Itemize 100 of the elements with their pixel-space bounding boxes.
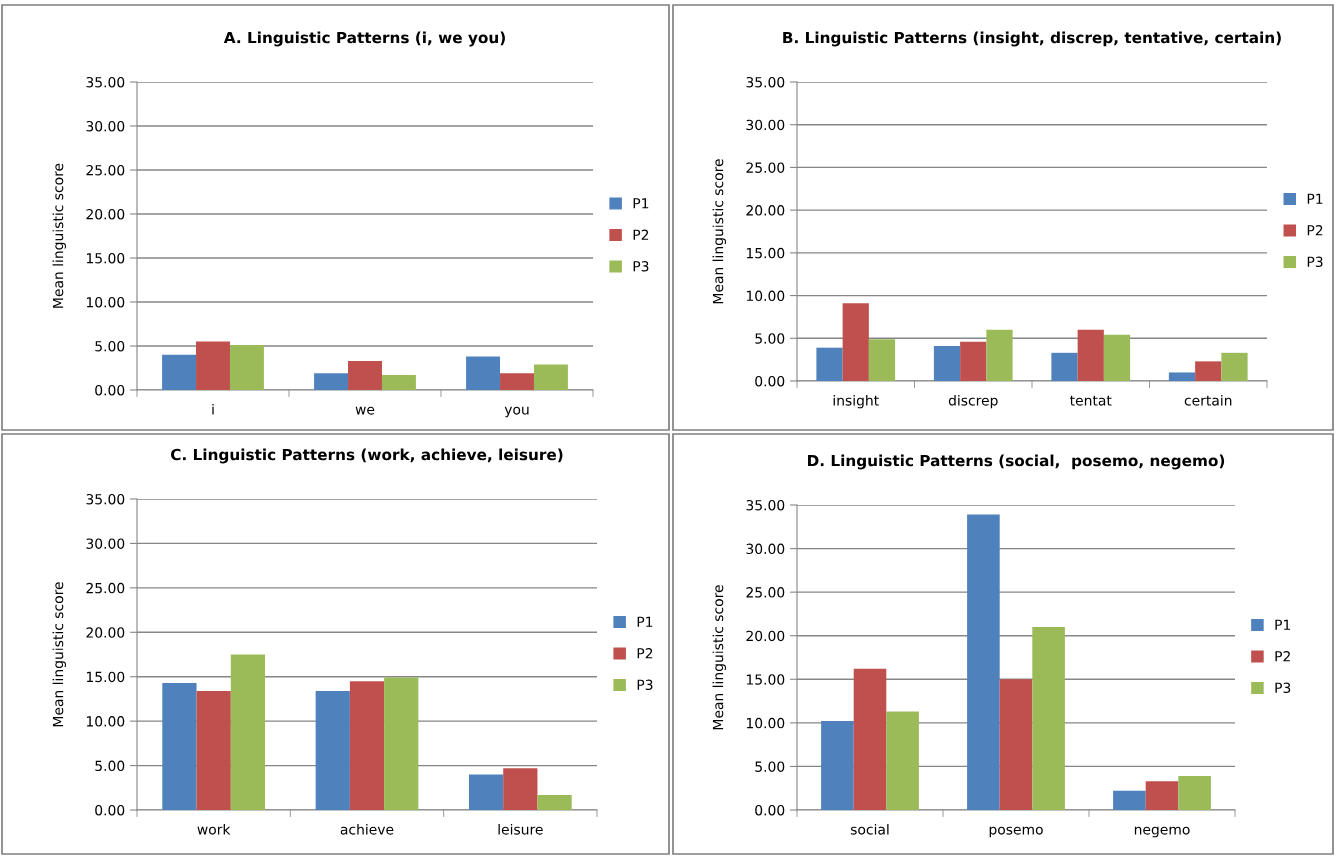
bar <box>933 345 961 381</box>
legend-label: P1 <box>633 198 649 209</box>
y-tick-label: 0.00 <box>95 384 125 396</box>
bar <box>1113 790 1146 810</box>
bar <box>162 682 197 810</box>
y-tick-label: 15.00 <box>86 252 125 264</box>
y-tick-label: 35.00 <box>86 493 125 505</box>
legend-label: P1 <box>1275 619 1291 630</box>
y-axis-title: Mean linguistic score <box>52 582 66 727</box>
bar <box>348 360 382 390</box>
y-axis-title: Mean linguistic score <box>52 163 66 308</box>
bar <box>1195 361 1222 381</box>
bar <box>1145 781 1179 810</box>
x-tick-label: posemo <box>989 826 1043 838</box>
y-tick-label: 10.00 <box>86 716 125 727</box>
legend-label: P1 <box>637 616 653 627</box>
bar <box>315 690 350 810</box>
x-tick-label: we <box>355 406 375 415</box>
bar <box>821 721 854 810</box>
y-tick-label: 25.00 <box>86 164 125 176</box>
bar <box>868 339 896 381</box>
x-tick-label: discrep <box>948 394 998 409</box>
bar <box>196 341 230 390</box>
bar <box>381 375 416 390</box>
bar <box>816 347 843 381</box>
legend-label: P3 <box>633 261 649 272</box>
y-tick-label: 15.00 <box>746 247 785 259</box>
x-tick-label: tentat <box>1070 395 1112 406</box>
y-tick-label: 30.00 <box>746 119 785 131</box>
bar <box>384 677 419 810</box>
bar <box>500 373 534 390</box>
y-tick-label: 25.00 <box>86 582 125 594</box>
x-tick-label: leisure <box>498 823 543 835</box>
x-tick-label: work <box>197 823 231 835</box>
y-tick-label: 10.00 <box>746 717 785 729</box>
bar <box>1168 372 1196 381</box>
x-tick-label: insight <box>833 394 879 409</box>
y-tick-label: 5.00 <box>755 761 785 772</box>
y-tick-label: 10.00 <box>86 296 125 308</box>
bar <box>533 364 568 390</box>
y-tick-label: 20.00 <box>746 630 785 642</box>
legend-label: P2 <box>1275 651 1290 662</box>
bar <box>468 774 504 810</box>
y-tick-label: 0.00 <box>95 804 125 816</box>
y-axis-title: Mean linguistic score <box>712 585 726 730</box>
legend-label: P2 <box>633 229 649 240</box>
bar <box>1051 352 1078 381</box>
x-tick-label: you <box>504 406 529 418</box>
x-tick-label: negemo <box>1134 826 1190 838</box>
bar <box>986 329 1013 381</box>
y-tick-label: 20.00 <box>746 205 785 216</box>
x-tick-label: achieve <box>340 823 394 835</box>
y-axis-title: Mean linguistic score <box>712 159 726 304</box>
x-tick-label: certain <box>1184 394 1232 406</box>
bar <box>967 514 1000 810</box>
x-tick-label: i <box>212 403 214 415</box>
chart-title: C. Linguistic Patterns (work, achieve, leisure) <box>171 448 563 464</box>
y-tick-label: 5.00 <box>95 760 125 772</box>
y-tick-label: 5.00 <box>95 340 125 352</box>
y-tick-label: 30.00 <box>746 543 785 555</box>
bar <box>466 356 501 390</box>
bar <box>162 354 197 390</box>
legend-label: P2 <box>637 648 653 659</box>
bar <box>349 681 385 810</box>
y-tick-label: 5.00 <box>755 333 785 344</box>
legend-label: P3 <box>1307 256 1323 268</box>
y-tick-label: 35.00 <box>746 76 785 88</box>
bar <box>842 303 869 381</box>
bar <box>314 373 349 390</box>
bar <box>230 654 266 810</box>
y-tick-label: 35.00 <box>746 499 785 511</box>
y-tick-label: 15.00 <box>746 674 785 685</box>
y-tick-label: 0.00 <box>755 804 785 816</box>
bar <box>1077 329 1104 381</box>
bar <box>196 690 231 810</box>
bar <box>229 345 264 390</box>
bar <box>853 668 887 810</box>
y-tick-label: 35.00 <box>86 76 125 88</box>
bar <box>1178 776 1211 810</box>
bar <box>1103 334 1131 381</box>
y-tick-label: 20.00 <box>86 627 125 638</box>
x-tick-label: social <box>850 823 889 835</box>
bar <box>503 768 538 810</box>
chart-title: B. Linguistic Patterns (insight, discrep, tentative, certain) <box>783 31 1281 47</box>
chart-title: A. Linguistic Patterns (i, we you) <box>223 31 505 47</box>
bar <box>886 711 919 810</box>
bar <box>537 794 572 810</box>
bar <box>999 679 1033 810</box>
y-tick-label: 15.00 <box>86 671 125 683</box>
legend-label: P1 <box>1307 193 1323 204</box>
chart-title: D. Linguistic Patterns (social, posemo, negemo) <box>807 454 1225 470</box>
legend-label: P2 <box>1307 225 1323 236</box>
y-tick-label: 30.00 <box>86 538 125 549</box>
y-tick-label: 10.00 <box>746 290 785 302</box>
bar <box>960 341 987 381</box>
y-tick-label: 30.00 <box>86 120 125 132</box>
bar <box>1221 352 1248 381</box>
y-tick-label: 20.00 <box>86 208 125 220</box>
bar <box>1032 627 1065 810</box>
y-tick-label: 0.00 <box>755 375 785 387</box>
